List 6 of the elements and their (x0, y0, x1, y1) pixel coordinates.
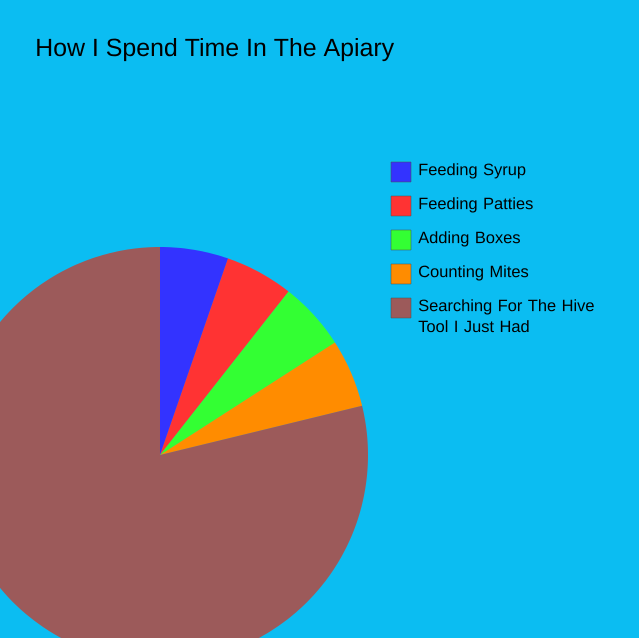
legend-label: Adding Boxes (418, 231, 520, 247)
chart-title: How I Spend Time In The Apiary (37, 38, 394, 62)
legend-label: Feeding Syrup (420, 163, 526, 179)
legend-label: Counting Mites (419, 265, 528, 281)
legend-label: Searching For The Hive Tool I Just Had (418, 299, 594, 332)
legend-label: Feeding Patties (420, 197, 533, 213)
